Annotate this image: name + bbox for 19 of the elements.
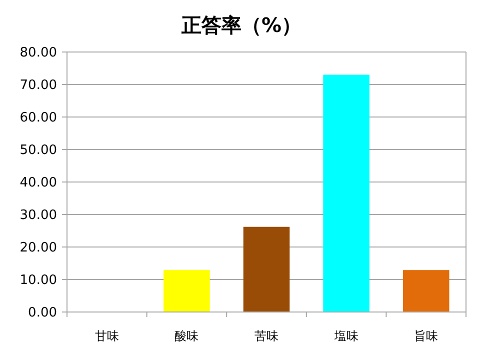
y-tick-label: 40.00 (20, 176, 57, 191)
bar (243, 226, 290, 312)
x-tick-label: 塩味 (333, 329, 358, 343)
chart-title: 正答率（%） (180, 13, 302, 37)
x-tick-label: 旨味 (414, 329, 438, 343)
bar (402, 270, 450, 312)
y-tick-label: 30.00 (20, 208, 57, 224)
y-tick-label: 70.00 (20, 78, 57, 94)
y-tick-label: 10.00 (20, 273, 57, 288)
x-tick-label: 苦味 (254, 329, 278, 343)
y-tick-label: 50.00 (20, 143, 57, 158)
x-tick-label: 甘味 (94, 329, 119, 343)
x-tick-label: 酸味 (174, 329, 199, 343)
y-tick-label: 20.00 (20, 240, 57, 256)
y-tick-label: 80.00 (20, 46, 57, 61)
y-tick-label: 60.00 (20, 110, 57, 126)
bar (323, 74, 370, 312)
bar (164, 270, 210, 312)
y-tick-label: 0.00 (28, 306, 57, 321)
